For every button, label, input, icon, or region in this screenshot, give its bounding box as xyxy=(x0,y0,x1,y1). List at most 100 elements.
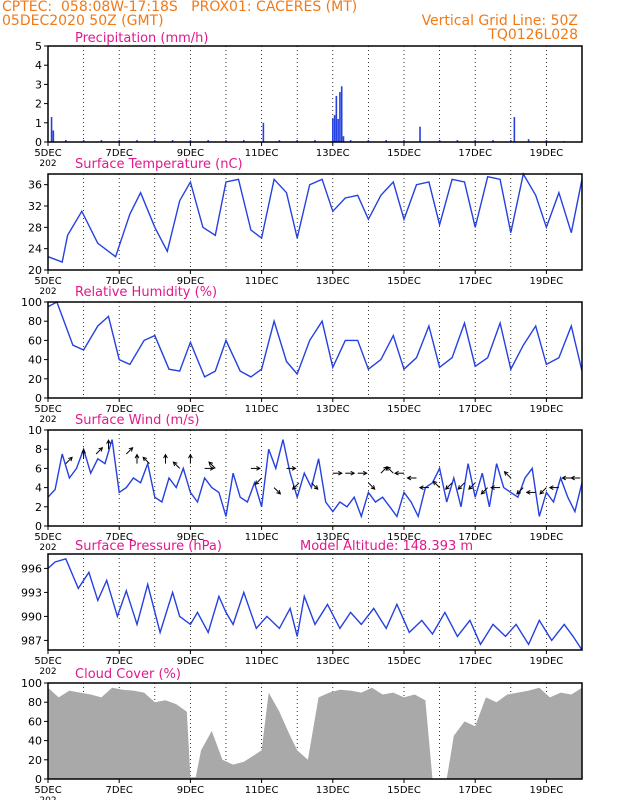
precip-bar xyxy=(474,140,476,142)
chart-title: Surface Wind (m/s) xyxy=(75,413,199,428)
y-tick-label: 5 xyxy=(35,40,42,53)
header-date: 05DEC2020 50Z (GMT) xyxy=(2,13,164,29)
wind-arrow xyxy=(504,471,512,479)
x-tick-label: 5DEC xyxy=(34,785,61,796)
y-tick-label: 2 xyxy=(35,501,42,514)
x-tick-label: 11DEC xyxy=(245,532,279,543)
precip-bar xyxy=(340,86,343,142)
precip-bar xyxy=(510,140,512,142)
wind-arrow-head xyxy=(254,480,260,486)
precip-bar xyxy=(333,115,336,142)
chart-panel-0: 0 1 2 3 4 5 5DEC 7DEC 9DEC 11DEC 13DEC 15DEC 17DEC 19… xyxy=(34,31,583,169)
x-tick-label: 19DEC xyxy=(530,404,564,415)
y-tick-label: 996 xyxy=(21,562,42,575)
y-tick-label: 100 xyxy=(21,677,42,690)
wind-arrow-head xyxy=(539,489,545,495)
wind-arrow-head xyxy=(142,456,148,462)
wind-arrow xyxy=(173,461,181,469)
chart-title: Cloud Cover (%) xyxy=(75,667,181,682)
chart-panel-4: 987 990 993 996 5DEC 7DEC 9DEC 11DEC 13DEC 15DEC 1… xyxy=(21,539,583,677)
x-year-label: 202 xyxy=(39,796,56,800)
chart-title: Surface Temperature (nC) xyxy=(75,157,243,172)
model-altitude-label: Model Altitude: 148.393 m xyxy=(300,539,473,554)
y-tick-label: 40 xyxy=(28,735,42,748)
wind-arrow xyxy=(539,487,547,495)
y-tick-label: 28 xyxy=(28,221,42,234)
chart-panel-1: 20 24 28 32 36 5DEC 7DEC 9DEC 11DEC 13DEC 15DEC 17D… xyxy=(28,157,583,297)
x-tick-label: 15DEC xyxy=(387,404,421,415)
wind-arrow-head xyxy=(516,489,521,495)
x-tick-label: 5DEC xyxy=(34,532,61,543)
y-tick-label: 0 xyxy=(35,773,42,786)
wind-arrow-head xyxy=(98,446,104,452)
precip-bar xyxy=(335,95,338,142)
chart-title: Surface Pressure (hPa) xyxy=(75,539,222,554)
x-tick-label: 9DEC xyxy=(177,276,204,287)
wind-arrow xyxy=(516,487,524,495)
chart-title: Relative Humidity (%) xyxy=(75,285,217,300)
y-tick-label: 40 xyxy=(28,354,42,367)
precip-bar xyxy=(189,140,192,142)
y-tick-label: 0 xyxy=(35,392,42,405)
precip-bar xyxy=(243,140,245,142)
precip-bar xyxy=(367,140,370,142)
precip-bar xyxy=(50,117,53,142)
wind-arrow xyxy=(208,461,216,469)
x-tick-label: 5DEC xyxy=(34,404,61,415)
y-tick-label: 80 xyxy=(28,315,42,328)
x-year-label: 202 xyxy=(39,415,56,425)
y-tick-label: 2 xyxy=(35,98,42,111)
x-tick-label: 11DEC xyxy=(245,404,279,415)
x-tick-label: 7DEC xyxy=(106,656,133,667)
wind-arrow-head xyxy=(163,453,168,459)
wind-arrow-head xyxy=(81,448,86,454)
plot-frame xyxy=(47,429,583,527)
wind-arrow xyxy=(468,482,476,490)
wind-arrow xyxy=(457,482,465,490)
wind-arrow-head xyxy=(134,453,140,459)
wind-arrow-head xyxy=(68,456,73,462)
precip-bar xyxy=(296,140,298,142)
y-tick-label: 6 xyxy=(35,462,42,475)
y-tick-label: 80 xyxy=(28,696,42,709)
precip-bar xyxy=(136,140,138,142)
x-tick-label: 13DEC xyxy=(316,656,350,667)
x-tick-label: 13DEC xyxy=(316,785,350,796)
x-tick-label: 13DEC xyxy=(316,404,350,415)
x-year-label: 202 xyxy=(39,543,56,553)
series-line xyxy=(47,172,583,263)
wind-arrow xyxy=(311,482,319,490)
wind-arrow-head xyxy=(208,461,213,467)
wind-arrow-head xyxy=(457,485,463,490)
wind-arrow-head xyxy=(418,485,424,490)
precip-bar xyxy=(262,122,265,142)
wind-arrow-head xyxy=(503,470,509,476)
wind-arrow-head xyxy=(188,453,193,459)
wind-arrow xyxy=(481,487,489,495)
precip-bar xyxy=(52,130,55,142)
x-tick-label: 5DEC xyxy=(34,656,61,667)
wind-arrow-head xyxy=(490,485,495,490)
chart-panel-2: 0 20 40 60 80 100 5DEC 7DEC 9DEC 11DEC 13DEC 15DEC 1… xyxy=(21,285,583,425)
header-grid-note: Vertical Grid Line: 50Z xyxy=(421,13,578,29)
wind-arrow-head xyxy=(525,490,531,495)
y-tick-label: 8 xyxy=(35,443,42,456)
precip-bar xyxy=(100,140,103,142)
x-tick-label: 17DEC xyxy=(458,656,492,667)
x-tick-label: 7DEC xyxy=(106,148,133,159)
wind-arrow-head xyxy=(362,470,368,476)
x-tick-label: 11DEC xyxy=(245,656,279,667)
x-tick-label: 19DEC xyxy=(530,532,564,543)
x-tick-label: 15DEC xyxy=(387,656,421,667)
cloud-cover-area xyxy=(48,687,582,779)
wind-arrow-head xyxy=(406,475,412,481)
wind-arrow xyxy=(125,447,133,455)
wind-arrow-head xyxy=(480,489,486,495)
wind-arrow-head xyxy=(209,466,215,471)
x-tick-label: 7DEC xyxy=(106,404,133,415)
precip-bar xyxy=(385,140,387,142)
y-tick-label: 3 xyxy=(35,78,42,91)
wind-arrow-head xyxy=(276,489,282,495)
series-line xyxy=(47,439,583,519)
x-tick-label: 15DEC xyxy=(387,148,421,159)
